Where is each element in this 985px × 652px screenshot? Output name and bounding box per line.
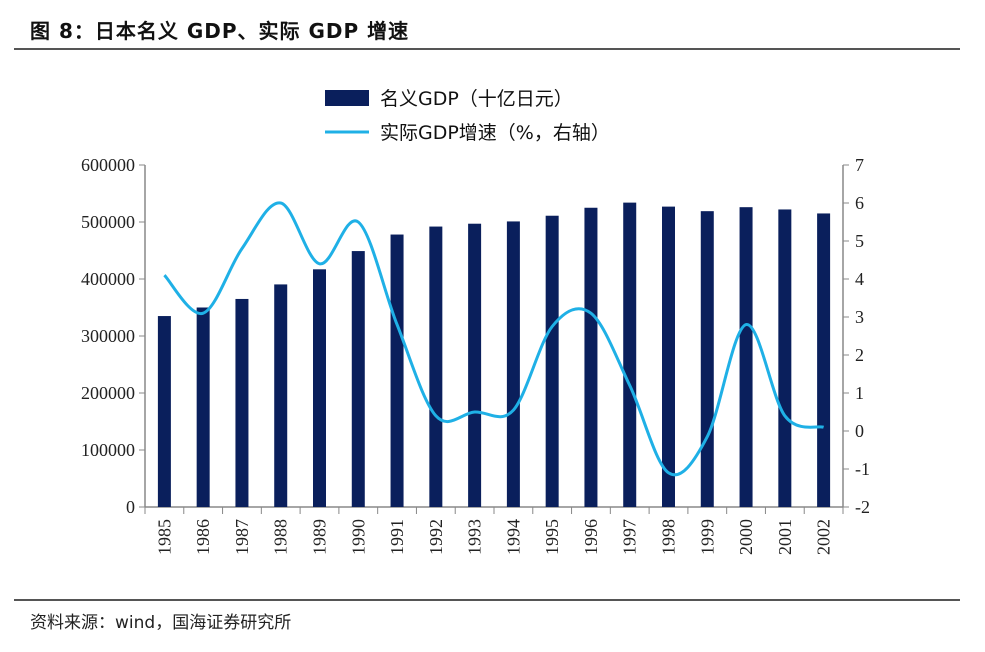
right-tick-label: 4 <box>855 269 864 289</box>
right-tick-label: -2 <box>855 497 870 517</box>
right-tick-label: 5 <box>855 231 864 251</box>
right-tick-label: 7 <box>855 155 864 175</box>
left-tick-label: 500000 <box>81 212 135 232</box>
x-tick-label: 1999 <box>697 519 717 555</box>
right-tick-label: 0 <box>855 421 864 441</box>
bar <box>506 221 520 507</box>
bar <box>623 202 637 507</box>
source-note: 资料来源：wind，国海证券研究所 <box>30 613 292 633</box>
bar <box>545 215 559 508</box>
legend-swatch-bar <box>325 90 369 106</box>
bar <box>662 206 675 508</box>
bar <box>351 251 365 507</box>
right-tick-label: 6 <box>855 193 864 213</box>
bar <box>235 298 249 507</box>
x-tick-label: 1995 <box>542 519 562 555</box>
x-tick-label: 1990 <box>348 519 368 555</box>
x-tick-label: 1996 <box>581 519 601 555</box>
bar <box>429 226 443 507</box>
left-tick-label: 600000 <box>81 155 135 175</box>
x-tick-label: 1987 <box>232 519 252 555</box>
left-tick-label: 0 <box>126 497 135 517</box>
source-divider <box>14 599 960 601</box>
bar <box>390 234 404 508</box>
x-tick-label: 1988 <box>271 519 291 555</box>
right-tick-label: 3 <box>855 307 864 327</box>
left-tick-label: 200000 <box>81 383 135 403</box>
right-tick-label: 1 <box>855 383 864 403</box>
legend: 名义GDP（十亿日元） 实际GDP增速（%，右轴） <box>325 88 610 144</box>
left-tick-label: 400000 <box>81 269 135 289</box>
bar <box>778 209 792 507</box>
bar <box>196 307 210 507</box>
x-tick-label: 2000 <box>736 519 756 555</box>
bar <box>700 211 714 508</box>
right-tick-label: 2 <box>855 345 864 365</box>
left-tick-label: 100000 <box>81 440 135 460</box>
x-tick-label: 1998 <box>659 519 679 555</box>
x-tick-label: 1997 <box>620 519 640 555</box>
x-tick-label: 1985 <box>154 519 174 555</box>
bar <box>468 223 482 507</box>
x-tick-label: 1994 <box>503 519 523 555</box>
x-tick-label: 2002 <box>814 519 834 555</box>
bar <box>274 284 288 507</box>
chart-title: 图 8：日本名义 GDP、实际 GDP 增速 <box>30 19 410 43</box>
bar <box>157 316 171 507</box>
bar <box>817 213 831 507</box>
bar <box>739 207 753 507</box>
x-tick-label: 1989 <box>310 519 330 555</box>
legend-label-line: 实际GDP增速（%，右轴） <box>380 122 610 144</box>
bar <box>584 207 598 507</box>
x-tick-label: 1992 <box>426 519 446 555</box>
x-tick-label: 1993 <box>465 519 485 555</box>
bar <box>313 269 326 507</box>
legend-label-bar: 名义GDP（十亿日元） <box>380 88 573 110</box>
growth-line <box>163 201 825 477</box>
left-tick-label: 300000 <box>81 326 135 346</box>
right-tick-label: -1 <box>855 459 870 479</box>
title-divider <box>14 48 960 50</box>
x-tick-label: 2001 <box>775 519 795 555</box>
x-tick-label: 1991 <box>387 519 407 555</box>
x-tick-label: 1986 <box>193 519 213 555</box>
